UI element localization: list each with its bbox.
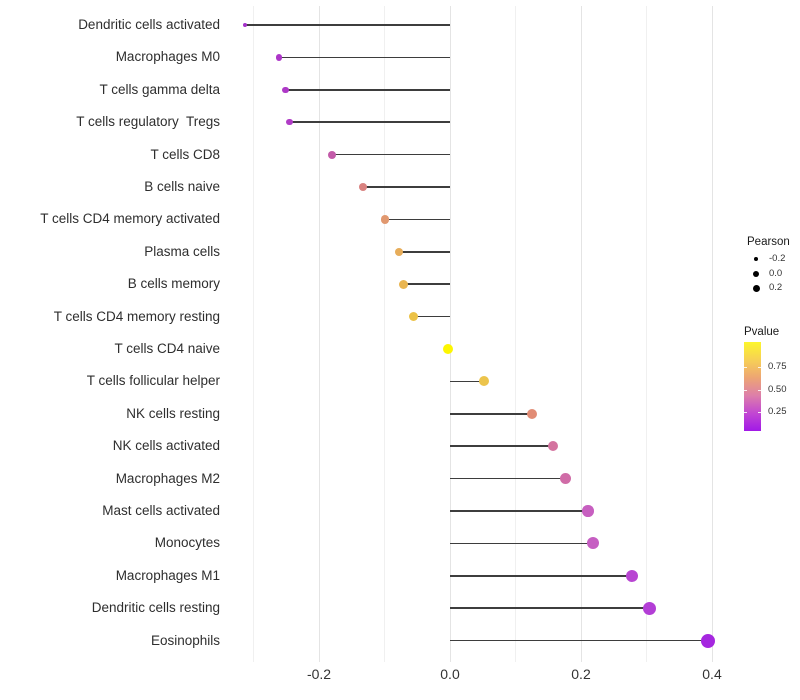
- lollipop-dot: [625, 569, 639, 583]
- size-legend-dot: [753, 256, 759, 262]
- y-axis-label: Mast cells activated: [102, 503, 220, 518]
- lollipop-dot: [380, 215, 390, 224]
- y-axis-label: Macrophages M0: [115, 49, 220, 65]
- lollipop-dot: [559, 473, 571, 485]
- color-legend-title: Pvalue: [744, 326, 780, 338]
- color-legend-tick-label: 0.25: [768, 405, 787, 417]
- y-axis-label: T cells CD4 memory resting: [53, 308, 220, 324]
- lollipop-dot: [328, 150, 337, 159]
- lollipop-dot: [275, 54, 283, 61]
- lollipop-dot: [394, 247, 404, 257]
- lollipop-stem: [413, 315, 450, 318]
- size-legend-title: Pearson: [747, 236, 790, 248]
- x-axis-tick-label: 0.0: [440, 666, 460, 682]
- y-axis-label: Monocytes: [154, 535, 220, 551]
- size-legend-dot: [753, 270, 759, 277]
- lollipop-stem: [450, 445, 553, 447]
- y-axis-label: Macrophages M2: [115, 470, 220, 486]
- color-legend-tick-label: 0.50: [768, 383, 787, 395]
- lollipop-dot: [582, 505, 594, 517]
- lollipop-dot: [642, 601, 656, 615]
- color-legend-tick-label: 0.75: [768, 360, 787, 372]
- x-axis-tick-label: -0.2: [306, 666, 332, 682]
- y-axis-label: T cells regulatory Tregs: [76, 114, 220, 130]
- y-axis-label: Eosinophils: [150, 632, 220, 648]
- lollipop-dot: [701, 633, 716, 648]
- gridline: [580, 6, 582, 662]
- size-legend-dot: [752, 284, 760, 292]
- gridline: [318, 6, 320, 662]
- y-axis-label: NK cells activated: [112, 438, 220, 454]
- lollipop-stem: [450, 607, 650, 609]
- color-legend-tick: [758, 411, 761, 413]
- lollipop-stem: [450, 477, 566, 480]
- lollipop-dot: [409, 312, 419, 322]
- y-axis-label: B cells naive: [144, 179, 220, 194]
- lollipop-stem: [332, 153, 450, 156]
- lollipop-dot: [398, 279, 408, 289]
- y-axis-label: T cells CD4 memory activated: [40, 211, 220, 227]
- y-axis-label: Dendritic cells activated: [78, 17, 220, 32]
- lollipop-stem: [279, 56, 450, 59]
- y-axis-label: NK cells resting: [126, 405, 220, 421]
- lollipop-dot: [242, 23, 247, 27]
- gridline: [253, 6, 254, 662]
- lollipop-dot: [443, 344, 454, 354]
- size-legend-label: 0.2: [769, 282, 783, 293]
- lollipop-stem: [244, 24, 450, 26]
- lollipop-stem: [450, 575, 633, 577]
- y-axis-label: Macrophages M1: [115, 567, 220, 583]
- size-legend-label: 0.0: [769, 267, 783, 279]
- color-legend-tick: [744, 389, 747, 391]
- lollipop-dot: [282, 86, 289, 94]
- y-axis-label: T cells follicular helper: [86, 373, 220, 389]
- lollipop-stem: [403, 283, 450, 285]
- y-axis-label: T cells gamma delta: [99, 81, 220, 97]
- lollipop-dot: [547, 440, 559, 452]
- lollipop-stem: [385, 218, 450, 221]
- lollipop-stem: [450, 413, 532, 415]
- lollipop-stem: [398, 251, 450, 253]
- lollipop-stem: [285, 89, 450, 91]
- gridline: [646, 6, 647, 662]
- lollipop-stem: [450, 380, 485, 383]
- x-axis-tick-label: 0.4: [702, 666, 722, 682]
- lollipop-stem: [450, 542, 593, 545]
- lollipop-stem: [450, 639, 709, 642]
- y-axis-label: Plasma cells: [144, 243, 220, 259]
- color-legend-tick: [744, 411, 747, 413]
- lollipop-stem: [450, 510, 589, 512]
- gridline: [449, 6, 451, 662]
- gridline: [711, 6, 713, 662]
- lollipop-stem: [362, 186, 450, 188]
- lollipop-stem: [289, 121, 450, 123]
- pvalue-gradient-bar: [744, 342, 761, 431]
- size-legend-label: -0.2: [769, 253, 786, 264]
- gridline: [515, 6, 516, 662]
- lollipop-dot: [586, 537, 599, 550]
- lollipop-dot: [286, 118, 293, 126]
- y-axis-label: T cells CD8: [150, 146, 220, 162]
- lollipop-dot: [358, 183, 367, 191]
- y-axis-label: B cells memory: [127, 276, 220, 292]
- gridline: [384, 6, 385, 662]
- color-legend-tick: [758, 366, 761, 368]
- color-legend-tick: [744, 366, 747, 368]
- lollipop-dot: [479, 376, 490, 387]
- y-axis-label: T cells CD4 naive: [114, 341, 220, 356]
- lollipop-dot: [526, 408, 538, 420]
- y-axis-label: Dendritic cells resting: [91, 600, 220, 616]
- x-axis-tick-label: 0.2: [571, 666, 591, 682]
- color-legend-tick: [758, 389, 761, 391]
